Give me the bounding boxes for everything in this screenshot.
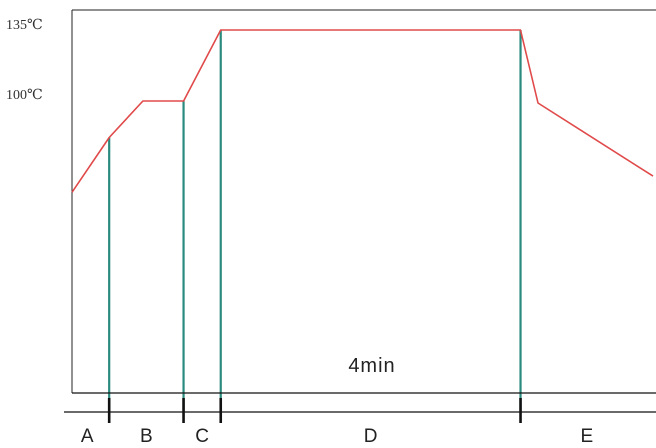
y-tick-label-100: 100℃ (6, 88, 43, 103)
phase-label-d: D (364, 426, 378, 447)
phase-label-b: B (140, 426, 153, 447)
phase-label-a: A (81, 426, 94, 447)
phase-marker-lines (108, 30, 522, 412)
phase-label-c: C (195, 426, 209, 447)
y-tick-label-135: 135℃ (6, 18, 43, 33)
temperature-curve (71, 29, 654, 193)
phase-labels: A B C D E (81, 426, 593, 447)
phase-tick-marks (107, 398, 522, 423)
phase-label-e: E (580, 426, 593, 447)
duration-label: 4min (348, 355, 395, 377)
